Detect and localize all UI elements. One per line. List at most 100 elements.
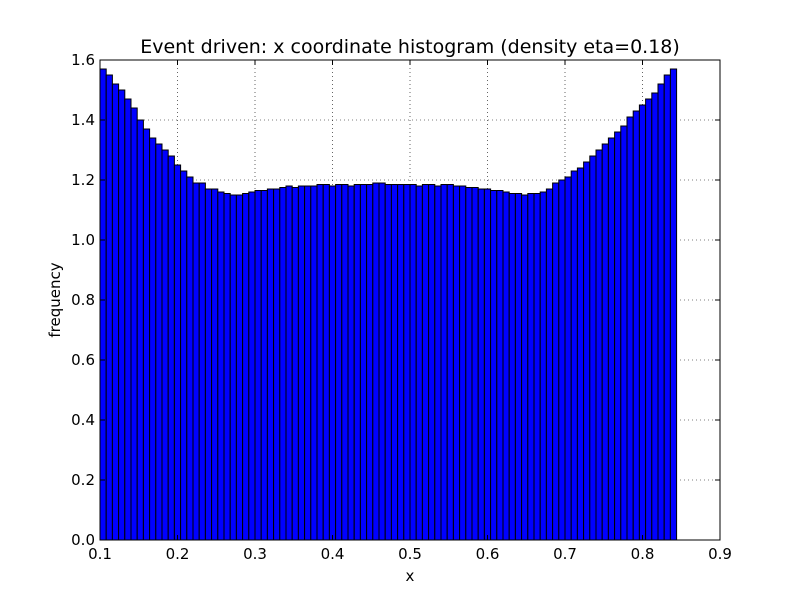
y-tick-label: 0.0 (71, 531, 95, 549)
histogram-bar (322, 184, 330, 541)
x-tick-label: 0.6 (476, 545, 500, 563)
histogram-bar (576, 167, 585, 541)
histogram-bar (353, 184, 361, 541)
histogram-bar (142, 128, 151, 541)
histogram-bar (570, 170, 578, 541)
histogram-bar (539, 191, 547, 541)
histogram-bar (669, 68, 678, 541)
chart-title: Event driven: x coordinate histogram (de… (140, 36, 680, 58)
histogram-bar (459, 185, 467, 541)
histogram-bar (316, 184, 324, 541)
histogram-bar (508, 193, 516, 541)
histogram-bar (118, 89, 126, 541)
x-tick-label: 0.5 (398, 545, 422, 563)
x-tick-label: 0.4 (321, 545, 345, 563)
histogram-bar (440, 184, 448, 541)
histogram-bar (607, 137, 616, 541)
histogram-bar (415, 185, 423, 541)
histogram-bar (136, 119, 144, 541)
y-tick-label: 0.4 (71, 411, 95, 429)
histogram-bar (564, 176, 572, 541)
histogram-bar (180, 170, 188, 541)
histogram-bar (242, 193, 250, 541)
histogram-bar (217, 191, 225, 541)
histogram-bar (477, 188, 485, 541)
histogram-bar (254, 190, 262, 541)
histogram-bar (403, 184, 411, 541)
histogram-bar (223, 193, 231, 541)
histogram-bar (204, 188, 213, 541)
y-tick-label: 0.2 (71, 471, 95, 489)
axis-ticks (99, 59, 721, 541)
histogram-bar (161, 149, 169, 541)
y-tick-label: 0.8 (71, 291, 95, 309)
histogram-bar (273, 188, 281, 541)
histogram-bar (328, 185, 337, 541)
x-tick-label: 0.8 (631, 545, 655, 563)
histogram-bar (601, 143, 609, 541)
histogram-bar (173, 164, 182, 541)
histogram-bar (186, 176, 194, 541)
histogram-bar (211, 188, 219, 541)
y-axis-tick-labels: 0.0 0.2 0.4 0.6 0.8 1.0 1.2 1.4 1.6 (71, 51, 95, 549)
histogram-bar (366, 184, 374, 541)
histogram-bar (626, 116, 634, 541)
y-tick-label: 0.6 (71, 351, 95, 369)
x-tick-label: 0.2 (166, 545, 190, 563)
histogram-bar (595, 149, 603, 541)
histogram-bar (130, 107, 138, 541)
histogram-bar (260, 190, 268, 541)
histogram-bar (645, 98, 653, 541)
histogram-bar (149, 137, 157, 541)
x-axis-tick-labels: 0.1 0.2 0.3 0.4 0.5 0.6 0.7 0.8 0.9 (88, 545, 732, 563)
histogram-bar (285, 185, 293, 541)
histogram-bar (533, 193, 541, 541)
y-axis-label: frequency (46, 262, 64, 337)
histogram-bar (651, 92, 659, 541)
histogram-bar (347, 185, 355, 541)
histogram-bar (589, 155, 597, 541)
histogram-bar (428, 184, 436, 541)
histogram-bar (434, 185, 442, 541)
histogram-bar (446, 184, 454, 541)
histogram-bar (105, 74, 113, 541)
histogram-bar (632, 110, 640, 541)
histogram-bar (198, 182, 206, 541)
histogram-bar (111, 83, 120, 541)
histogram-bar (372, 182, 380, 541)
histogram-bar (452, 185, 461, 541)
histogram-bar (297, 185, 306, 541)
histogram-bar (502, 191, 510, 541)
histogram-bar (657, 83, 665, 541)
histogram-bar (558, 179, 566, 541)
histogram-bar (248, 191, 256, 541)
histogram-bar (124, 98, 132, 541)
histogram-bar (99, 68, 107, 541)
histogram-bar (614, 131, 622, 541)
histogram-bar (638, 104, 647, 541)
y-tick-label: 1.4 (71, 111, 95, 129)
x-tick-label: 0.3 (243, 545, 267, 563)
histogram-bar (192, 182, 200, 541)
histogram-bar (397, 184, 405, 541)
histogram-bar (341, 184, 349, 541)
histogram-bar (490, 190, 498, 541)
histogram-bar (552, 182, 560, 541)
histogram-bar (359, 184, 368, 541)
histogram-bar (310, 185, 318, 541)
histogram-bar (235, 194, 244, 541)
histogram-bar (421, 184, 430, 541)
x-tick-label: 0.9 (708, 545, 732, 563)
histogram-bar (384, 184, 392, 541)
histogram-bar (409, 184, 417, 541)
histogram-bars (99, 68, 678, 541)
histogram-bar (583, 161, 591, 541)
histogram-bar (521, 194, 529, 541)
histogram-bar (155, 143, 163, 541)
histogram-bar (279, 187, 287, 541)
y-tick-label: 1.2 (71, 171, 95, 189)
histogram-bar (266, 188, 275, 541)
histogram-bar (545, 188, 554, 541)
histogram-bar (620, 125, 628, 541)
